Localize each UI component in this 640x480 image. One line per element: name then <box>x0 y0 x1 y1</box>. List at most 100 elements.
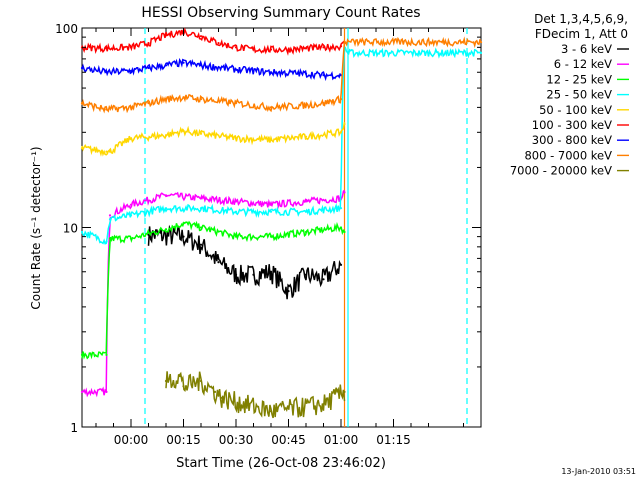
series-6-point-1 <box>105 71 108 74</box>
series-5-point-14 <box>339 45 343 48</box>
series-7-point-3 <box>147 102 150 105</box>
legend-label-7: 800 - 7000 keV <box>524 148 612 162</box>
series-6-point-7 <box>234 68 238 71</box>
series-5-point-3 <box>147 42 150 45</box>
legend: Det 1,3,4,5,6,9, FDecim 1, Att 0 3 - 6 k… <box>510 12 629 178</box>
series-5-point-7 <box>217 42 220 45</box>
series-1-point-10 <box>343 191 346 194</box>
series-3-point-6 <box>234 210 238 213</box>
series-3-point-8 <box>304 210 308 213</box>
series-2-point-2 <box>108 237 112 240</box>
series-trace-0 <box>147 224 342 300</box>
series-6-point-4 <box>164 64 168 67</box>
series-7-point-12 <box>343 40 346 44</box>
series-1-point-2 <box>108 214 112 217</box>
x-tick-label-4: 01:00 <box>324 433 359 447</box>
series-2-point-8 <box>269 235 273 238</box>
x-tick-label-1: 00:15 <box>166 433 201 447</box>
series-1-point-0 <box>80 390 84 393</box>
series-2-point-9 <box>304 230 308 234</box>
series-3-point-9 <box>339 207 343 210</box>
series-2-point-3 <box>129 237 133 240</box>
series-8-point-1 <box>178 374 182 378</box>
x-tick-label-2: 00:30 <box>219 433 254 447</box>
series-5-point-12 <box>304 47 308 50</box>
series-8-point-2 <box>182 385 185 388</box>
chart-title: HESSI Observing Summary Count Rates <box>141 5 420 21</box>
series-3-point-0 <box>80 230 84 234</box>
footer-timestamp: 13-Jan-2010 03:51 <box>561 467 636 476</box>
series-7-point-0 <box>80 102 84 105</box>
plot-area <box>80 27 483 428</box>
series-4-point-1 <box>105 150 108 153</box>
legend-label-3: 25 - 50 keV <box>546 88 612 102</box>
series-0-point-6 <box>269 270 273 273</box>
series-0-point-1 <box>182 235 185 238</box>
series-2-point-10 <box>339 226 343 229</box>
series-8-point-6 <box>269 410 273 413</box>
series-5-point-10 <box>269 48 273 51</box>
legend-header-line-1: Det 1,3,4,5,6,9, <box>534 12 628 26</box>
series-5-point-13 <box>322 46 325 49</box>
y-tick-label-1: 10 <box>63 222 78 236</box>
legend-label-4: 50 - 100 keV <box>539 103 612 117</box>
series-1-point-4 <box>164 194 168 197</box>
series-4-point-8 <box>269 138 273 141</box>
series-3-point-12 <box>479 51 483 55</box>
series-4-point-10 <box>339 131 343 134</box>
legend-label-8: 7000 - 20000 keV <box>510 164 612 178</box>
series-5-point-11 <box>287 48 290 51</box>
series-4-point-0 <box>80 147 84 150</box>
series-5-point-8 <box>234 46 238 49</box>
series-7-point-8 <box>269 106 273 109</box>
series-4-point-3 <box>129 137 133 140</box>
series-0-point-9 <box>322 278 325 281</box>
series-0-point-7 <box>287 289 290 293</box>
x-tick-label-5: 01:15 <box>376 433 411 447</box>
series-4-point-2 <box>108 150 112 153</box>
x-tick-label-0: 00:00 <box>114 433 149 447</box>
series-0-point-3 <box>217 261 220 264</box>
series-3-point-3 <box>129 214 133 217</box>
series-4-point-11 <box>343 122 346 126</box>
series-3-point-1 <box>105 240 108 243</box>
series-trace-1 <box>81 189 346 398</box>
y-tick-label-0: 1 <box>70 421 78 435</box>
series-6-point-8 <box>269 71 273 74</box>
series-6-point-9 <box>304 72 308 75</box>
series-trace-4 <box>81 121 346 157</box>
series-6-point-5 <box>182 61 185 64</box>
series-0-point-8 <box>304 273 308 276</box>
series-8-point-5 <box>220 396 224 399</box>
series-trace-8 <box>165 371 346 419</box>
series-8-point-8 <box>343 390 346 393</box>
series-5-point-1 <box>105 47 108 50</box>
x-axis-label: Start Time (26-Oct-08 23:46:02) <box>176 456 386 471</box>
series-7-point-9 <box>304 104 308 107</box>
series-2-point-6 <box>199 226 203 229</box>
series-0-point-4 <box>234 273 238 276</box>
y-tick-label-2: 100 <box>55 22 78 36</box>
series-0-point-5 <box>252 273 255 276</box>
series-5-point-4 <box>164 34 168 37</box>
series-1-point-6 <box>234 200 238 203</box>
series-trace-2 <box>81 220 345 360</box>
series-trace-5 <box>81 27 346 56</box>
series-3-point-5 <box>199 207 203 210</box>
series-1-point-7 <box>269 203 273 206</box>
series-6-point-10 <box>322 74 325 77</box>
series-7-point-1 <box>105 108 108 111</box>
series-7-point-6 <box>199 98 203 101</box>
plot-frame <box>81 27 482 428</box>
legend-label-0: 3 - 6 keV <box>561 42 612 56</box>
series-4-point-6 <box>199 132 203 135</box>
legend-label-2: 12 - 25 keV <box>546 72 612 86</box>
series-8-point-0 <box>164 379 168 383</box>
series-5-point-2 <box>129 46 133 49</box>
series-7-point-7 <box>234 102 238 105</box>
series-2-point-0 <box>80 353 84 356</box>
series-3-point-7 <box>269 210 273 213</box>
y-axis: 1 10 100 <box>55 22 481 435</box>
series-2-point-11 <box>343 230 346 234</box>
